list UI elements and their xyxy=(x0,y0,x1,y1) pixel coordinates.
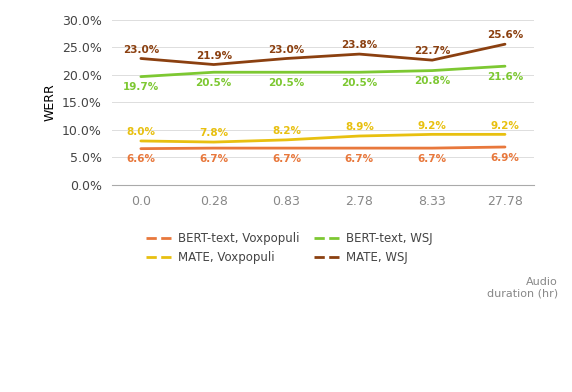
Text: 23.0%: 23.0% xyxy=(123,45,159,54)
Text: 20.5%: 20.5% xyxy=(341,78,378,88)
Text: 9.2%: 9.2% xyxy=(418,120,447,131)
Text: Audio
duration (hr): Audio duration (hr) xyxy=(487,277,558,299)
Text: 6.6%: 6.6% xyxy=(126,154,156,164)
Text: 8.9%: 8.9% xyxy=(345,122,374,132)
Text: 25.6%: 25.6% xyxy=(487,30,523,40)
Text: 22.7%: 22.7% xyxy=(414,46,450,56)
Text: 7.8%: 7.8% xyxy=(199,128,228,138)
Text: 6.7%: 6.7% xyxy=(345,154,374,163)
Text: 8.0%: 8.0% xyxy=(126,127,156,137)
Text: 20.5%: 20.5% xyxy=(196,78,232,88)
Text: 6.7%: 6.7% xyxy=(418,154,447,163)
Text: 19.7%: 19.7% xyxy=(123,82,159,92)
Text: 20.5%: 20.5% xyxy=(268,78,305,88)
Text: 21.9%: 21.9% xyxy=(196,51,232,61)
Text: 8.2%: 8.2% xyxy=(272,126,301,136)
Text: 23.8%: 23.8% xyxy=(341,40,378,50)
Text: 20.8%: 20.8% xyxy=(414,76,450,86)
Y-axis label: WERR: WERR xyxy=(43,83,57,122)
Text: 6.7%: 6.7% xyxy=(272,154,301,163)
Text: 9.2%: 9.2% xyxy=(491,120,519,131)
Text: 6.7%: 6.7% xyxy=(199,154,228,163)
Text: 6.9%: 6.9% xyxy=(491,152,519,163)
Legend: BERT-text, Voxpopuli, MATE, Voxpopuli, BERT-text, WSJ, MATE, WSJ: BERT-text, Voxpopuli, MATE, Voxpopuli, B… xyxy=(141,227,437,269)
Text: 21.6%: 21.6% xyxy=(487,72,523,82)
Text: 23.0%: 23.0% xyxy=(268,45,305,54)
